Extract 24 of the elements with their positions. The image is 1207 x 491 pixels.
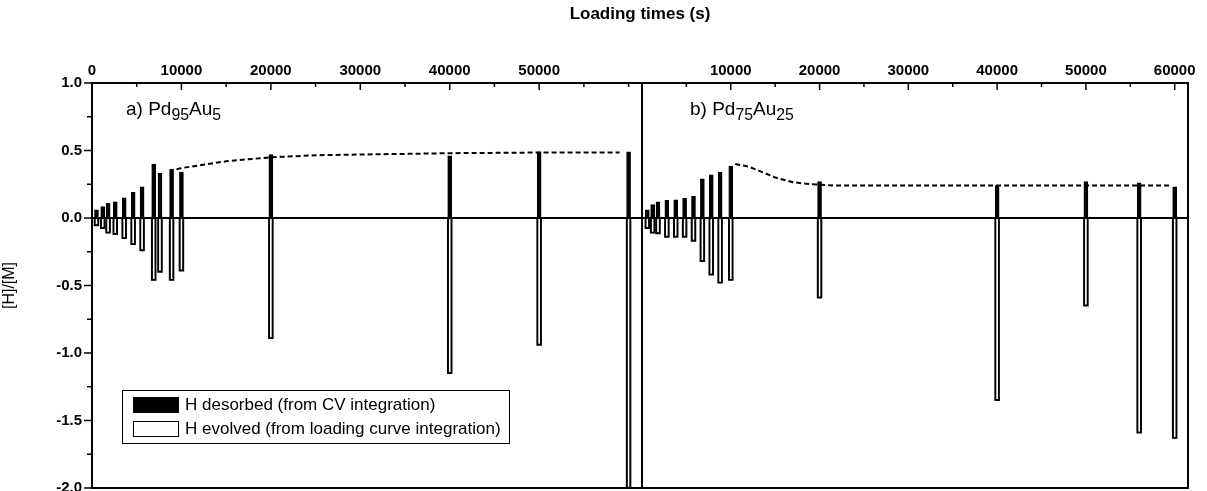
x-tick-label: 30000 xyxy=(887,61,930,79)
x-tick-label: 40000 xyxy=(976,61,1018,79)
text: b) Pd$_{75}$Au$_{25}$ xyxy=(690,98,794,124)
x-tick-label: 20000 xyxy=(798,61,841,79)
y-axis-title: [H]/[M] xyxy=(0,261,18,310)
x-axis-title: Loading times (s) xyxy=(568,4,712,24)
x-tick-label: 10000 xyxy=(709,61,752,79)
y-tick-label: -1.5 xyxy=(56,410,82,428)
x-tick-label: 20000 xyxy=(250,61,292,79)
legend-label: H desorbed (from CV integration) xyxy=(185,395,436,415)
text: a) Pd$_{95}$Au$_{5}$ xyxy=(126,98,222,124)
x-tick-label: 0 xyxy=(87,61,97,79)
y-tick-label: 0.5 xyxy=(61,140,82,158)
y-tick-label: 1.0 xyxy=(61,73,82,91)
x-tick-label: 30000 xyxy=(339,61,382,79)
legend-label: H evolved (from loading curve integration) xyxy=(185,419,501,439)
x-tick-label: 50000 xyxy=(1065,61,1107,79)
x-tick-label: 60000 xyxy=(1153,61,1196,79)
y-tick-label: -0.5 xyxy=(56,275,82,293)
y-tick-label: 0.0 xyxy=(61,208,82,226)
x-tick-label: 40000 xyxy=(428,61,471,79)
x-tick-label: 10000 xyxy=(160,61,203,79)
x-tick-label: 50000 xyxy=(518,61,561,79)
y-tick-label: -1.0 xyxy=(56,343,82,361)
